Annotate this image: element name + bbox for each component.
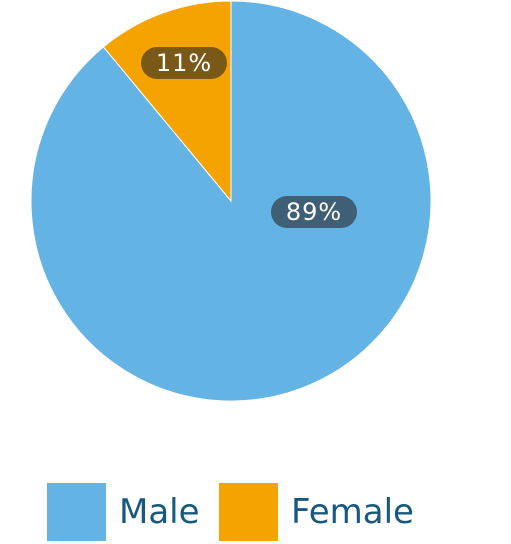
value-label: 11% bbox=[156, 49, 212, 77]
value-label-bg bbox=[271, 196, 357, 228]
pie-slice bbox=[30, 0, 432, 402]
value-label: 89% bbox=[286, 198, 342, 226]
value-label-bg bbox=[141, 47, 227, 79]
legend-label: Male bbox=[119, 492, 200, 532]
legend-label: Female bbox=[291, 492, 414, 532]
legend-swatch bbox=[47, 483, 106, 541]
legend-swatch bbox=[219, 483, 278, 541]
